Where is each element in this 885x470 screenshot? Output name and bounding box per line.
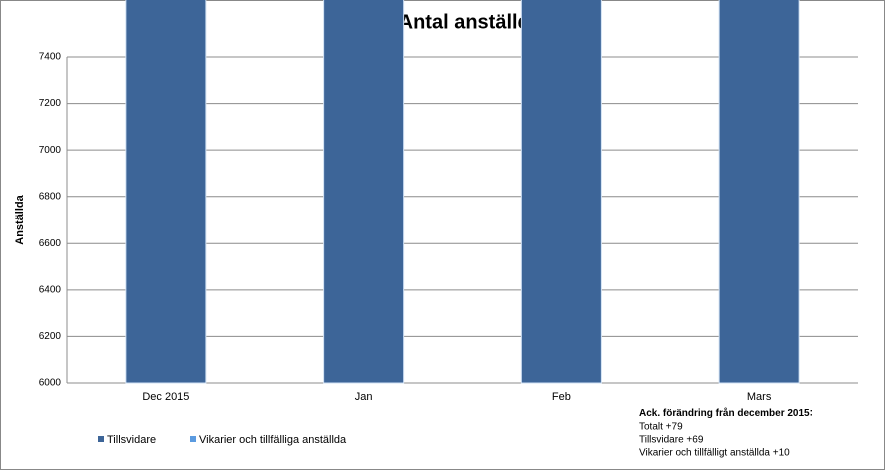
x-tick-label: Dec 2015 <box>142 391 189 403</box>
bar-segment <box>520 0 602 384</box>
legend-swatch <box>190 436 196 442</box>
note-heading: Ack. förändring från december 2015: <box>639 407 813 419</box>
y-tick-label: 7400 <box>39 52 62 63</box>
bar-segment <box>323 0 405 384</box>
note-line: Totalt +79 <box>639 422 683 433</box>
y-tick-label: 7000 <box>39 145 62 156</box>
y-tick-label: 6600 <box>39 238 62 249</box>
y-tick-label: 6200 <box>39 331 62 342</box>
y-tick-label: 6800 <box>39 191 62 202</box>
x-tick-label: Jan <box>355 391 373 403</box>
x-tick-label: Mars <box>747 391 772 403</box>
legend-swatch <box>98 436 104 442</box>
bar-segment <box>125 0 207 384</box>
y-tick-label: 7200 <box>39 98 62 109</box>
y-tick-label: 6000 <box>39 378 62 389</box>
note-line: Tillsvidare +69 <box>639 435 704 446</box>
bar-segment <box>718 0 800 384</box>
y-tick-label: 6400 <box>39 284 62 295</box>
y-axis-label: Anställda <box>14 194 26 244</box>
legend-label: Vikarier och tillfälliga anställda <box>199 434 347 446</box>
x-tick-label: Feb <box>552 391 571 403</box>
note-line: Vikarier och tillfälligt anställda +10 <box>639 448 790 459</box>
legend-label: Tillsvidare <box>107 434 156 446</box>
note-heading-text: Ack. förändring från december 2015 <box>639 407 810 419</box>
